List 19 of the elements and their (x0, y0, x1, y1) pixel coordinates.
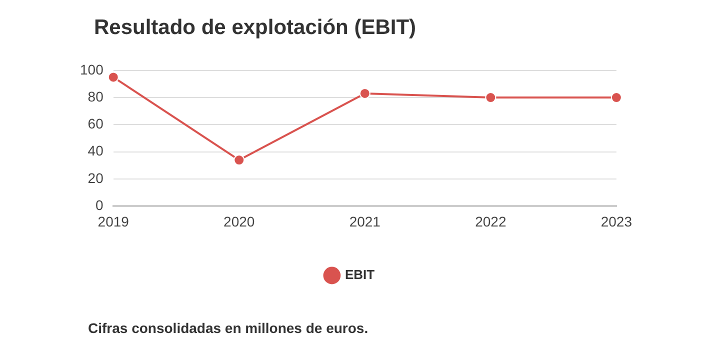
x-tick-label: 2021 (349, 213, 381, 230)
y-tick-label: 40 (88, 142, 104, 159)
legend-label: EBIT (344, 267, 375, 282)
y-tick-label: 100 (80, 61, 104, 78)
point (359, 88, 370, 99)
x-tick-label: 2023 (600, 213, 632, 230)
y-tick-label: 20 (88, 170, 104, 186)
point (108, 72, 119, 83)
text: Cifras consolidadas en millones de euros. (88, 320, 368, 336)
x-tick-label: 2019 (98, 213, 130, 230)
x-tick-label: 2022 (475, 213, 506, 230)
point (610, 92, 622, 104)
point (485, 92, 496, 104)
x-tick-label: 2020 (224, 213, 255, 230)
y-tick-label: 60 (88, 116, 104, 132)
chart-title: Resultado de explotación (EBIT) (94, 16, 416, 40)
y-tick-label: 0 (96, 197, 104, 214)
y-tick-label: 80 (88, 88, 104, 104)
point (234, 154, 245, 166)
